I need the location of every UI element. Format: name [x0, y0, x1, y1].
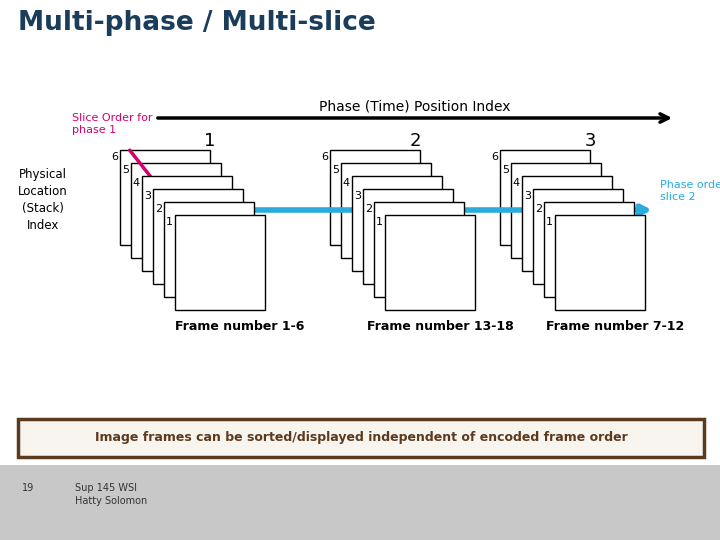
Text: 2: 2 — [409, 132, 420, 150]
Text: 1: 1 — [546, 217, 553, 227]
Text: Frame number 1-6: Frame number 1-6 — [175, 320, 305, 333]
Bar — [164, 202, 254, 297]
Text: 5: 5 — [502, 165, 509, 175]
Text: Sup 145 WSI: Sup 145 WSI — [75, 483, 137, 493]
Text: 2: 2 — [535, 204, 542, 214]
Bar — [363, 189, 453, 284]
Bar — [555, 215, 645, 310]
Text: 6: 6 — [491, 152, 498, 162]
Text: 4: 4 — [513, 178, 520, 188]
Text: 2: 2 — [155, 204, 162, 214]
Text: 4: 4 — [133, 178, 140, 188]
Bar — [153, 189, 243, 284]
Text: 6: 6 — [321, 152, 328, 162]
Bar — [544, 202, 634, 297]
Text: 3: 3 — [354, 191, 361, 201]
Text: 19: 19 — [22, 483, 35, 493]
Bar — [142, 176, 232, 271]
Text: Image frames can be sorted/displayed independent of encoded frame order: Image frames can be sorted/displayed ind… — [94, 431, 627, 444]
Text: 3: 3 — [524, 191, 531, 201]
Bar — [120, 150, 210, 245]
Text: Frame number 7-12: Frame number 7-12 — [546, 320, 684, 333]
Text: Multi-phase / Multi-slice: Multi-phase / Multi-slice — [18, 10, 376, 36]
Text: 5: 5 — [122, 165, 129, 175]
Bar — [522, 176, 612, 271]
Text: 5: 5 — [332, 165, 339, 175]
Text: Phase (Time) Position Index: Phase (Time) Position Index — [319, 99, 510, 113]
Bar — [330, 150, 420, 245]
Text: Physical
Location
(Stack)
Index: Physical Location (Stack) Index — [18, 168, 68, 232]
Bar — [374, 202, 464, 297]
Bar — [18, 419, 704, 457]
Text: Slice Order for
phase 1: Slice Order for phase 1 — [72, 113, 153, 135]
Text: Hatty Solomon: Hatty Solomon — [75, 496, 148, 506]
Bar — [0, 465, 720, 540]
Bar — [385, 215, 475, 310]
Text: 6: 6 — [111, 152, 118, 162]
Text: 3: 3 — [144, 191, 151, 201]
Text: 2: 2 — [365, 204, 372, 214]
Text: 3: 3 — [584, 132, 595, 150]
Bar — [131, 163, 221, 258]
Bar — [500, 150, 590, 245]
Bar — [352, 176, 442, 271]
Text: 1: 1 — [204, 132, 216, 150]
Text: 1: 1 — [376, 217, 383, 227]
Text: Phase order for
slice 2: Phase order for slice 2 — [660, 180, 720, 202]
Bar — [511, 163, 601, 258]
Bar — [341, 163, 431, 258]
Text: 4: 4 — [343, 178, 350, 188]
Bar — [533, 189, 623, 284]
Text: Frame number 13-18: Frame number 13-18 — [366, 320, 513, 333]
Bar — [175, 215, 265, 310]
Text: 1: 1 — [166, 217, 173, 227]
